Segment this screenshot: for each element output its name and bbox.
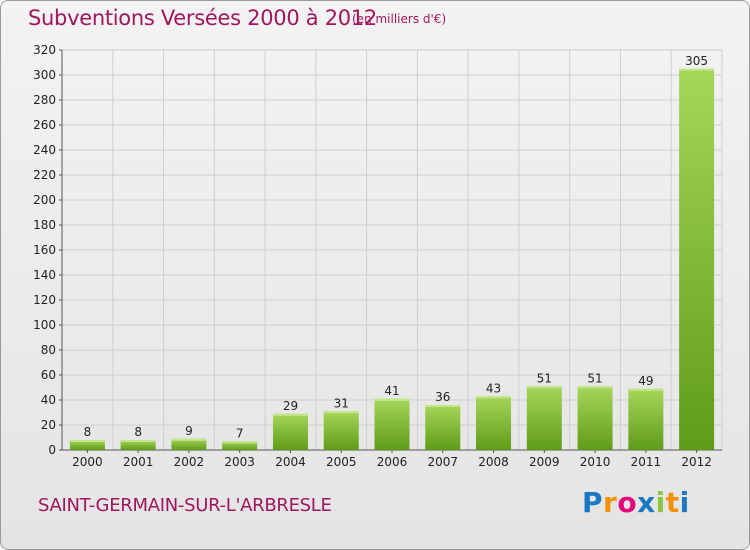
y-tick-label: 0 [48,443,56,457]
bar-2003 [222,441,258,450]
value-label: 43 [486,381,501,395]
bar-2010 [577,386,613,450]
bar-2006 [374,398,410,450]
y-tick-label: 220 [33,168,56,182]
proxiti-logo: Proxiti [582,486,690,519]
value-label: 49 [638,374,653,388]
y-tick-label: 20 [41,418,56,432]
y-tick-label: 320 [33,43,56,57]
logo-letter: i [655,486,666,519]
bar-2011 [628,388,664,450]
chart-unit: (en milliers d'€) [352,12,447,26]
x-tick-label: 2006 [377,455,408,469]
bar-2005 [323,411,359,450]
chart-title: Subventions Versées 2000 à 2012 [28,6,377,30]
value-label: 29 [283,399,298,413]
value-label: 305 [685,54,708,68]
logo-letter: x [637,486,656,519]
value-label: 41 [384,384,399,398]
x-tick-label: 2008 [478,455,509,469]
y-tick-label: 140 [33,268,56,282]
bar-2001 [120,440,156,450]
y-tick-label: 240 [33,143,56,157]
bar-top-highlight [323,411,359,414]
bar-2007 [425,405,461,450]
x-tick-label: 2010 [580,455,611,469]
bar-2004 [272,413,308,450]
y-tick-label: 200 [33,193,56,207]
logo-letter: r [603,486,618,519]
bar-top-highlight [374,398,410,401]
bar-top-highlight [425,405,461,407]
y-tick-label: 180 [33,218,56,232]
bar-top-highlight [526,386,562,389]
bar-2002 [171,438,207,450]
bar-top-highlight [120,440,156,442]
value-label: 36 [435,390,450,404]
commune-name: SAINT-GERMAIN-SUR-L'ARBRESLE [38,495,332,516]
x-tick-label: 2000 [72,455,103,469]
bar-top-highlight [628,388,664,391]
y-tick-label: 300 [33,68,56,82]
x-tick-label: 2001 [123,455,154,469]
value-labels: 8 8 9 7 29 31 41 36 43 51 51 49 305 [84,54,709,441]
value-label: 8 [134,425,142,439]
value-label: 51 [587,371,602,385]
bar-2000 [69,440,105,450]
x-tick-label: 2012 [681,455,712,469]
y-tick-label: 40 [41,393,56,407]
x-tick-label: 2007 [427,455,458,469]
bar-top-highlight [476,396,512,399]
x-tick-label: 2009 [529,455,560,469]
x-tick-label: 2002 [174,455,205,469]
logo-letter: t [665,486,680,519]
bar-top-highlight [171,438,207,441]
y-tick-label: 280 [33,93,56,107]
y-tick-label: 120 [33,293,56,307]
bar-top-highlight [69,440,105,442]
y-tick-label: 100 [33,318,56,332]
bars [69,68,715,450]
value-label: 51 [537,371,552,385]
x-tick-label: 2011 [631,455,662,469]
y-tick-label: 160 [33,243,56,257]
bar-top-highlight [272,413,308,416]
value-label: 8 [84,425,92,439]
logo-letter: i [679,486,690,519]
bar-top-highlight [577,386,613,389]
value-label: 31 [334,396,349,410]
bar-2012 [679,68,715,450]
grid-lines [61,49,723,451]
y-tick-label: 60 [41,368,56,382]
value-label: 9 [185,424,193,438]
bar-top-highlight [222,441,258,444]
x-tick-label: 2003 [224,455,255,469]
y-tick-label: 260 [33,118,56,132]
x-tick-label: 2005 [326,455,357,469]
logo-letter: o [617,486,638,519]
x-tick-label: 2004 [275,455,306,469]
bar-2008 [476,396,512,450]
value-label: 7 [236,426,244,440]
tick-labels: 0 20 40 60 80 100 120 140 160 180 200 220 240 260 280 3… [33,43,712,469]
logo-letter: P [582,486,604,519]
bar-2009 [526,386,562,450]
y-tick-label: 80 [41,343,56,357]
bar-top-highlight [679,68,715,71]
